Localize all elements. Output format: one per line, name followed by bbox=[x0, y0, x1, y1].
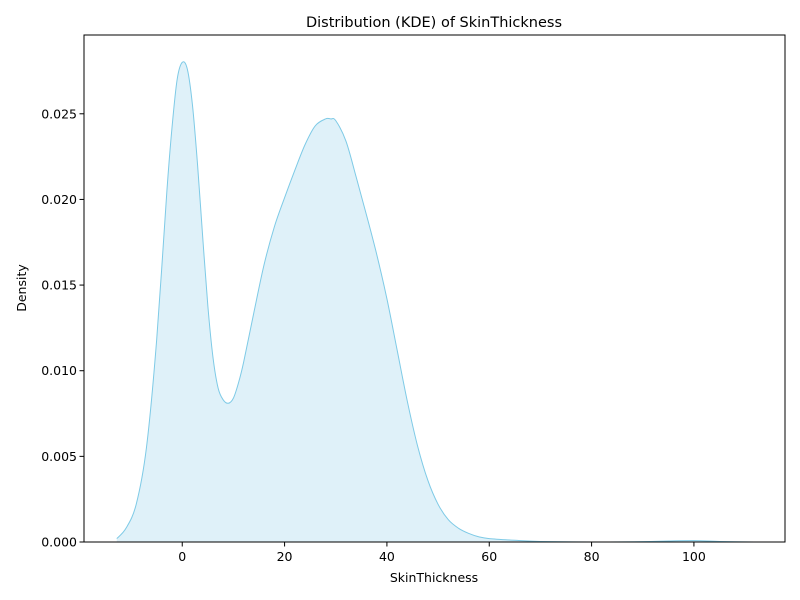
x-tick-label: 20 bbox=[277, 549, 293, 564]
x-tick-label: 60 bbox=[481, 549, 497, 564]
x-tick-label: 80 bbox=[584, 549, 600, 564]
chart-title: Distribution (KDE) of SkinThickness bbox=[306, 15, 562, 31]
y-tick-label: 0.025 bbox=[41, 106, 77, 121]
plot-area bbox=[116, 61, 755, 543]
y-axis: 0.000 0.005 0.010 0.015 0.020 0.025 bbox=[41, 106, 84, 550]
x-tick-label: 100 bbox=[682, 549, 706, 564]
y-tick-label: 0.005 bbox=[41, 449, 77, 464]
x-tick-label: 0 bbox=[178, 549, 186, 564]
x-tick-label: 40 bbox=[379, 549, 395, 564]
y-axis-label: Density bbox=[14, 264, 29, 312]
x-axis: 0 20 40 60 80 100 bbox=[178, 542, 706, 564]
y-tick-label: 0.020 bbox=[41, 192, 77, 207]
x-axis-label: SkinThickness bbox=[390, 570, 478, 585]
y-tick-label: 0.000 bbox=[41, 535, 77, 550]
kde-area-fill bbox=[116, 61, 755, 543]
kde-curve-line bbox=[116, 61, 755, 543]
axes-frame bbox=[83, 34, 786, 543]
y-tick-label: 0.010 bbox=[41, 363, 77, 378]
y-tick-label: 0.015 bbox=[41, 278, 77, 293]
